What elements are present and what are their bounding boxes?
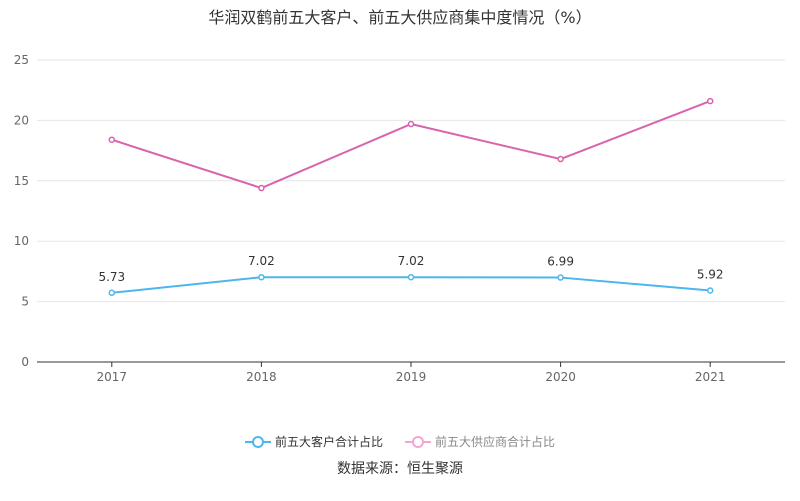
x-tick-label: 2020	[545, 370, 576, 384]
data-point-0	[706, 287, 714, 294]
legend-swatch-suppliers-icon	[405, 435, 431, 448]
series-line-1	[111, 100, 711, 190]
series-layer	[108, 97, 714, 297]
legend: 前五大客户合计占比 前五大供应商合计占比	[0, 433, 800, 450]
chart-title: 华润双鹤前五大客户、前五大供应商集中度情况（%）	[208, 8, 592, 27]
y-tick-label: 0	[21, 355, 29, 369]
y-tick-label: 20	[14, 113, 29, 127]
legend-item-suppliers[interactable]: 前五大供应商合计占比	[405, 433, 555, 450]
x-tick-label: 2017	[97, 370, 128, 384]
data-point-1	[258, 184, 265, 192]
y-tick-label: 15	[14, 174, 29, 188]
axis-layer: 0 5 10 15 20 25 2017 2018 2019 2020 2021	[14, 53, 785, 384]
data-point-1	[108, 136, 116, 143]
legend-item-customers[interactable]: 前五大客户合计占比	[244, 433, 383, 450]
data-point-0	[557, 274, 564, 281]
data-point-1	[706, 97, 714, 105]
y-tick-label: 5	[21, 295, 29, 309]
data-source: 数据来源：恒生聚源	[337, 461, 463, 477]
x-tick-label: 2019	[396, 370, 427, 384]
x-tick-label: 2018	[246, 370, 277, 384]
y-tick-label: 10	[14, 234, 29, 248]
legend-swatch-customers-icon	[244, 435, 271, 448]
legend-label-suppliers: 前五大供应商合计占比	[435, 435, 556, 449]
data-label: 5.92	[697, 267, 724, 281]
data-label: 5.73	[98, 270, 125, 284]
label-layer: 5.73 7.02 7.02 6.99 5.92	[98, 254, 723, 284]
data-point-0	[108, 289, 116, 297]
data-point-0	[258, 273, 265, 281]
y-tick-label: 25	[14, 53, 29, 67]
data-label: 7.02	[398, 254, 425, 268]
data-label: 6.99	[547, 255, 574, 269]
legend-label-customers: 前五大客户合计占比	[274, 435, 383, 449]
x-tick-label: 2021	[695, 370, 726, 384]
data-point-1	[557, 155, 564, 163]
data-point-0	[407, 273, 415, 281]
data-label: 7.02	[248, 254, 275, 268]
data-point-1	[407, 120, 415, 128]
